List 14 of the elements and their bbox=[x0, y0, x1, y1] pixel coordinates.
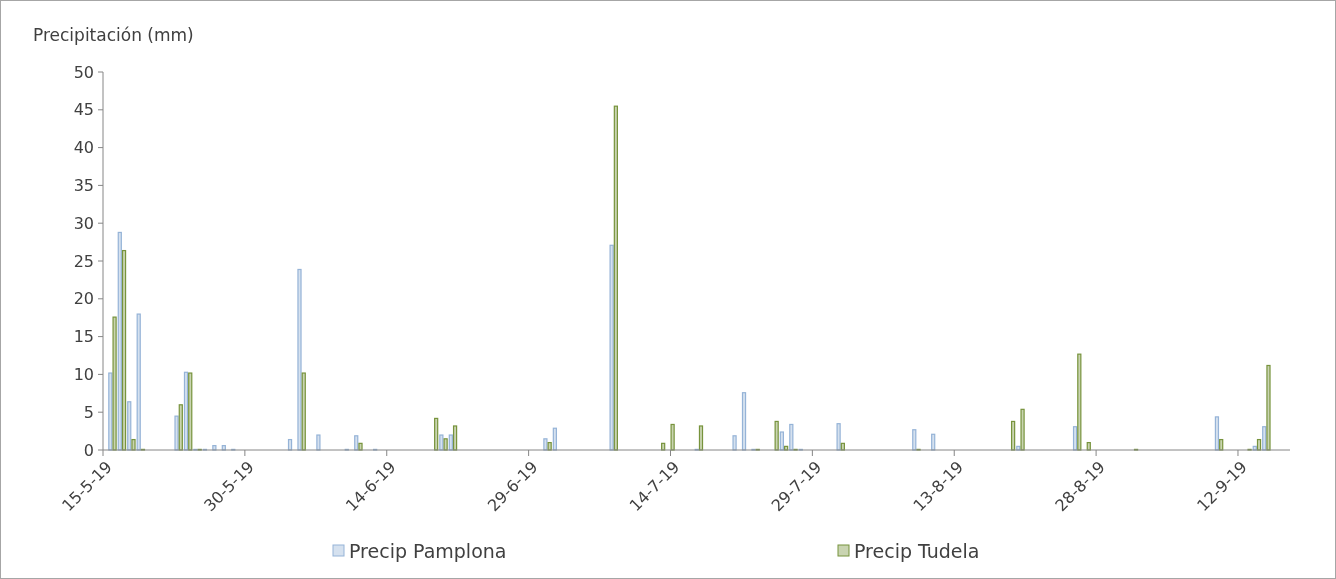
y-axis-title: Precipitación (mm) bbox=[33, 25, 194, 45]
y-tick-label: 40 bbox=[73, 138, 94, 158]
legend-label: Precip Pamplona bbox=[349, 539, 507, 562]
y-tick-label: 45 bbox=[73, 100, 94, 120]
y-tick-label: 20 bbox=[73, 289, 94, 309]
y-tick-label: 30 bbox=[73, 213, 94, 233]
y-tick-label: 50 bbox=[73, 62, 94, 82]
y-tick-label: 0 bbox=[83, 440, 94, 460]
y-tick-label: 15 bbox=[73, 327, 94, 347]
y-tick-label: 35 bbox=[73, 176, 94, 195]
y-tick-label: 25 bbox=[73, 251, 94, 271]
legend-label: Precip Tudela bbox=[854, 539, 980, 562]
y-tick-label: 5 bbox=[83, 402, 94, 422]
y-tick-label: 10 bbox=[73, 365, 94, 384]
